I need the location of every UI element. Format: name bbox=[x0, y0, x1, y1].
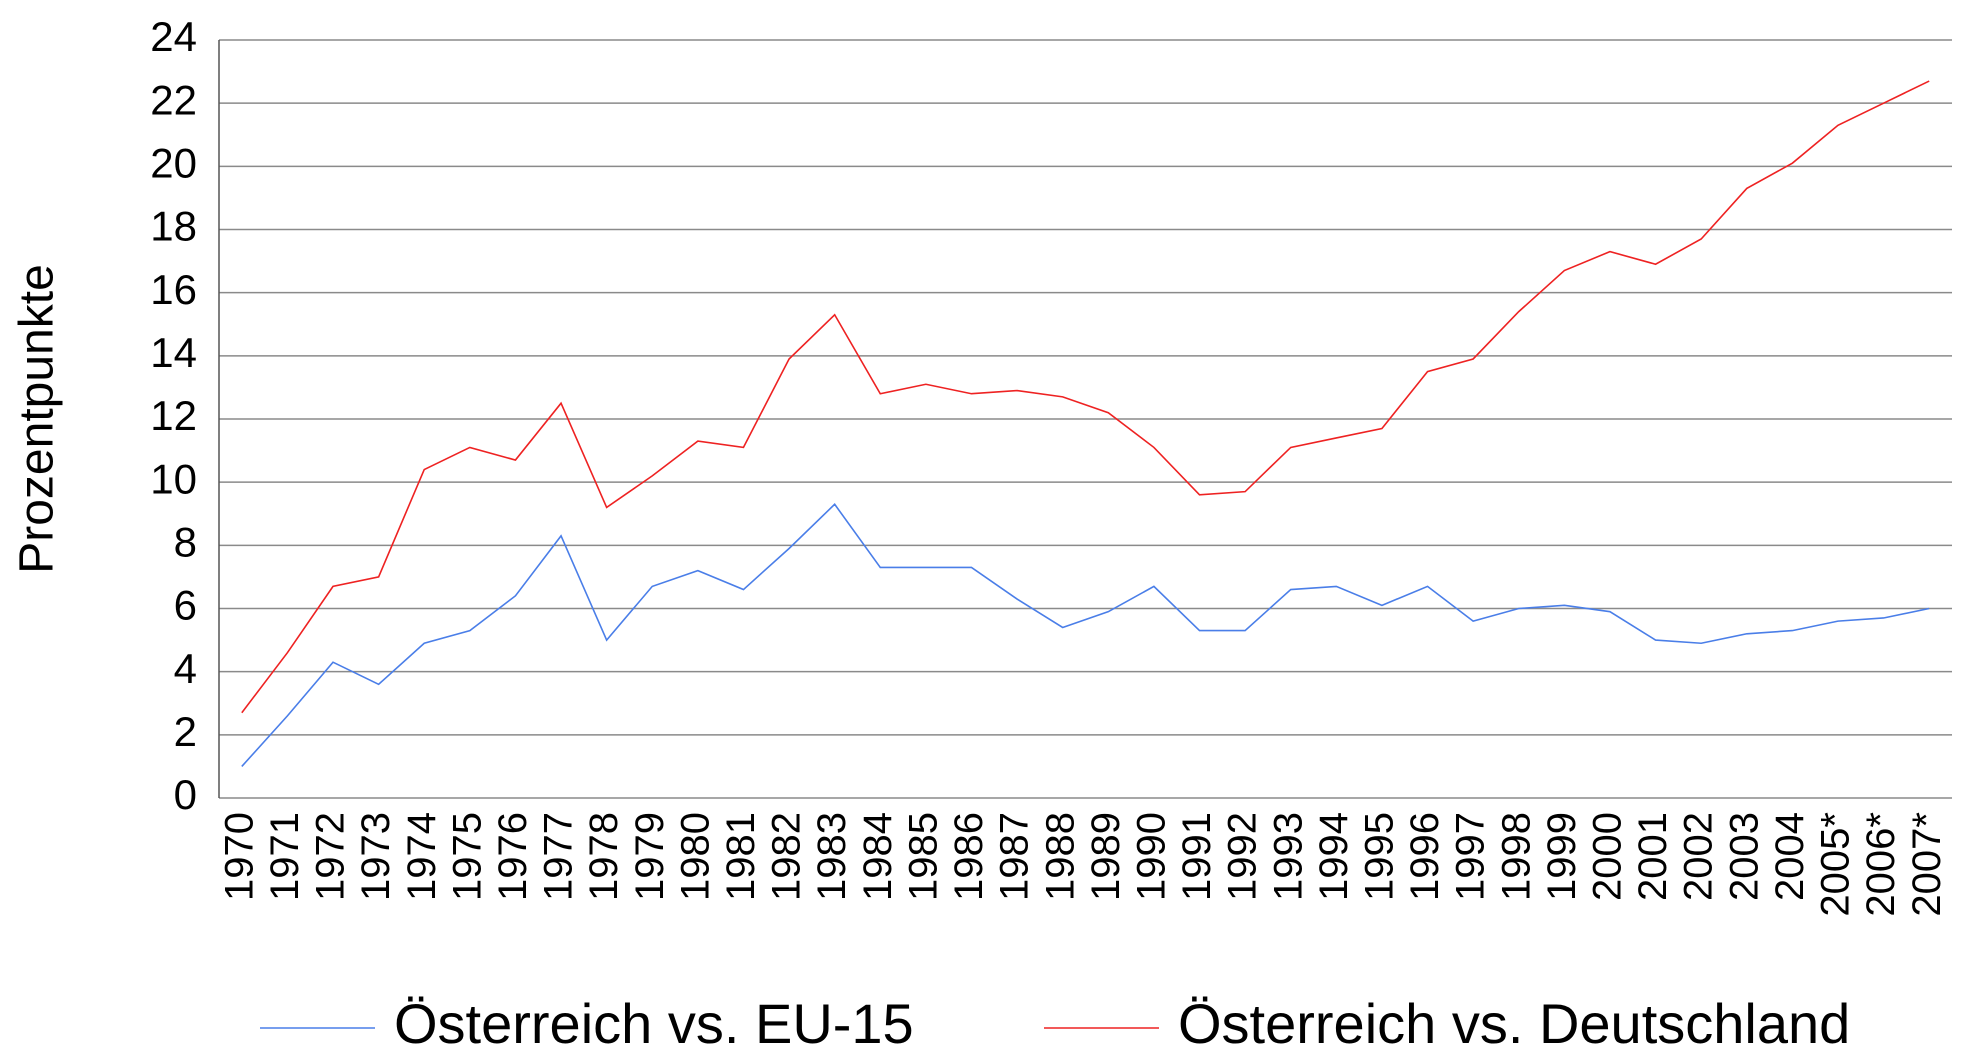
y-tick-label: 20 bbox=[150, 139, 197, 186]
y-tick-label: 12 bbox=[150, 392, 197, 439]
x-tick-label: 1977 bbox=[537, 812, 581, 901]
x-tick-label: 1980 bbox=[673, 812, 717, 901]
y-tick-label: 8 bbox=[174, 518, 197, 565]
y-tick-label: 10 bbox=[150, 455, 197, 502]
x-tick-label: 1979 bbox=[628, 812, 672, 901]
y-tick-label: 2 bbox=[174, 708, 197, 755]
x-tick-label: 1992 bbox=[1221, 812, 1265, 901]
y-tick-label: 22 bbox=[150, 76, 197, 123]
x-tick-label: 1971 bbox=[263, 812, 307, 901]
x-tick-label: 1984 bbox=[856, 812, 900, 901]
y-tick-label: 4 bbox=[174, 645, 197, 692]
y-tick-label: 6 bbox=[174, 582, 197, 629]
x-tick-label: 1982 bbox=[765, 812, 809, 901]
x-tick-label: 1989 bbox=[1084, 812, 1128, 901]
x-tick-label: 1970 bbox=[217, 812, 261, 901]
x-tick-label: 1991 bbox=[1175, 812, 1219, 901]
data-line bbox=[241, 80, 1930, 714]
x-tick-label: 2001 bbox=[1631, 812, 1675, 901]
legend-label: Österreich vs. Deutschland bbox=[1178, 992, 1850, 1055]
x-tick-label: 1985 bbox=[901, 812, 945, 901]
data-line bbox=[241, 503, 1930, 767]
y-tick-label: 24 bbox=[150, 13, 197, 60]
x-tick-label: 2007* bbox=[1905, 812, 1949, 917]
x-tick-label: 1999 bbox=[1540, 812, 1584, 901]
y-tick-label: 16 bbox=[150, 266, 197, 313]
legend-label: Österreich vs. EU-15 bbox=[394, 992, 914, 1055]
x-tick-label: 1983 bbox=[810, 812, 854, 901]
x-tick-label: 1975 bbox=[445, 812, 489, 901]
x-tick-label: 1996 bbox=[1403, 812, 1447, 901]
x-tick-label: 1988 bbox=[1038, 812, 1082, 901]
x-tick-label: 1987 bbox=[993, 812, 1037, 901]
x-tick-label: 1974 bbox=[400, 812, 444, 901]
x-tick-label: 1995 bbox=[1357, 812, 1401, 901]
y-tick-label: 0 bbox=[174, 771, 197, 818]
x-tick-label: 1981 bbox=[719, 812, 763, 901]
x-tick-label: 1978 bbox=[582, 812, 626, 901]
x-tick-label: 1993 bbox=[1266, 812, 1310, 901]
x-tick-label: 2000 bbox=[1586, 812, 1630, 901]
x-tick-label: 1986 bbox=[947, 812, 991, 901]
x-tick-label: 1973 bbox=[354, 812, 398, 901]
x-tick-label: 2003 bbox=[1722, 812, 1766, 901]
x-tick-label: 1990 bbox=[1129, 812, 1173, 901]
x-tick-label: 2002 bbox=[1677, 812, 1721, 901]
x-tick-label: 1994 bbox=[1312, 812, 1356, 901]
x-tick-label: 1972 bbox=[309, 812, 353, 901]
x-tick-label: 1998 bbox=[1494, 812, 1538, 901]
x-tick-label: 1997 bbox=[1449, 812, 1493, 901]
y-tick-label: 14 bbox=[150, 329, 197, 376]
x-tick-label: 2004 bbox=[1768, 812, 1812, 901]
x-tick-label: 2006* bbox=[1859, 812, 1903, 917]
x-tick-label: 2005* bbox=[1814, 812, 1858, 917]
y-tick-label: 18 bbox=[150, 203, 197, 250]
x-tick-label: 1976 bbox=[491, 812, 535, 901]
y-axis-label: Prozentpunkte bbox=[11, 264, 64, 574]
